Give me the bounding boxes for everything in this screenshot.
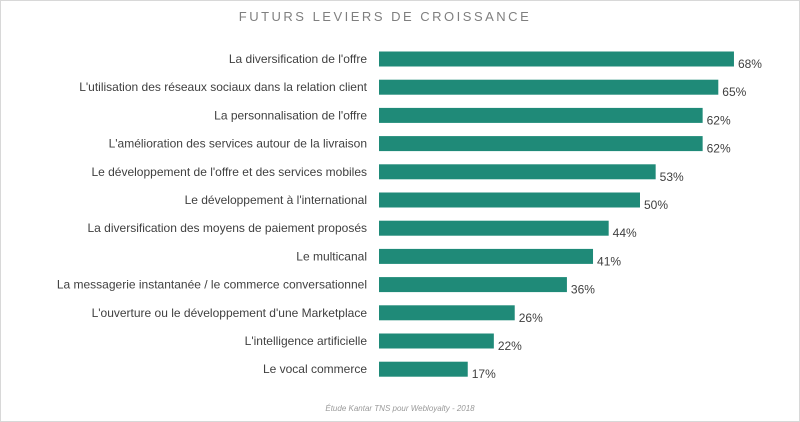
data-label: 53%	[660, 170, 684, 184]
category-label: Le multicanal	[296, 249, 367, 263]
category-label: La diversification des moyens de paiemen…	[88, 221, 368, 235]
category-label: La personnalisation de l'offre	[214, 108, 367, 122]
category-label: La diversification de l'offre	[229, 52, 367, 66]
bar	[379, 164, 656, 180]
bar	[379, 333, 494, 349]
category-label: Le développement à l'international	[185, 193, 367, 207]
data-label: 65%	[722, 85, 746, 99]
category-label: Le vocal commerce	[263, 362, 367, 376]
bar	[379, 277, 567, 293]
data-label: 22%	[498, 339, 522, 353]
data-label: 36%	[571, 283, 595, 297]
category-label: La messagerie instantanée / le commerce …	[57, 278, 367, 292]
bar	[379, 220, 609, 236]
bar	[379, 361, 468, 377]
category-label: L'amélioration des services autour de la…	[109, 137, 367, 151]
category-label: L'ouverture ou le développement d'une Ma…	[92, 306, 368, 320]
bar	[379, 136, 703, 152]
data-label: 41%	[597, 254, 621, 268]
bar	[379, 248, 594, 264]
category-label: Le développement de l'offre et des servi…	[91, 165, 367, 179]
source-note: Étude Kantar TNS pour Webloyalty - 2018	[325, 404, 475, 413]
bar	[379, 192, 640, 208]
category-label: L'utilisation des réseaux sociaux dans l…	[79, 80, 367, 94]
category-label: L'intelligence artificielle	[245, 334, 368, 348]
data-label: 62%	[707, 142, 731, 156]
bar	[379, 51, 734, 67]
data-label: 62%	[707, 113, 731, 127]
data-label: 17%	[472, 367, 496, 381]
chart-title: FUTURS LEVIERS DE CROISSANCE	[238, 9, 532, 24]
data-label: 50%	[644, 198, 668, 212]
data-label: 44%	[613, 226, 637, 240]
data-label: 26%	[519, 311, 543, 325]
bar	[379, 107, 703, 123]
bar	[379, 305, 515, 321]
data-label: 68%	[738, 57, 762, 71]
bar	[379, 79, 719, 95]
